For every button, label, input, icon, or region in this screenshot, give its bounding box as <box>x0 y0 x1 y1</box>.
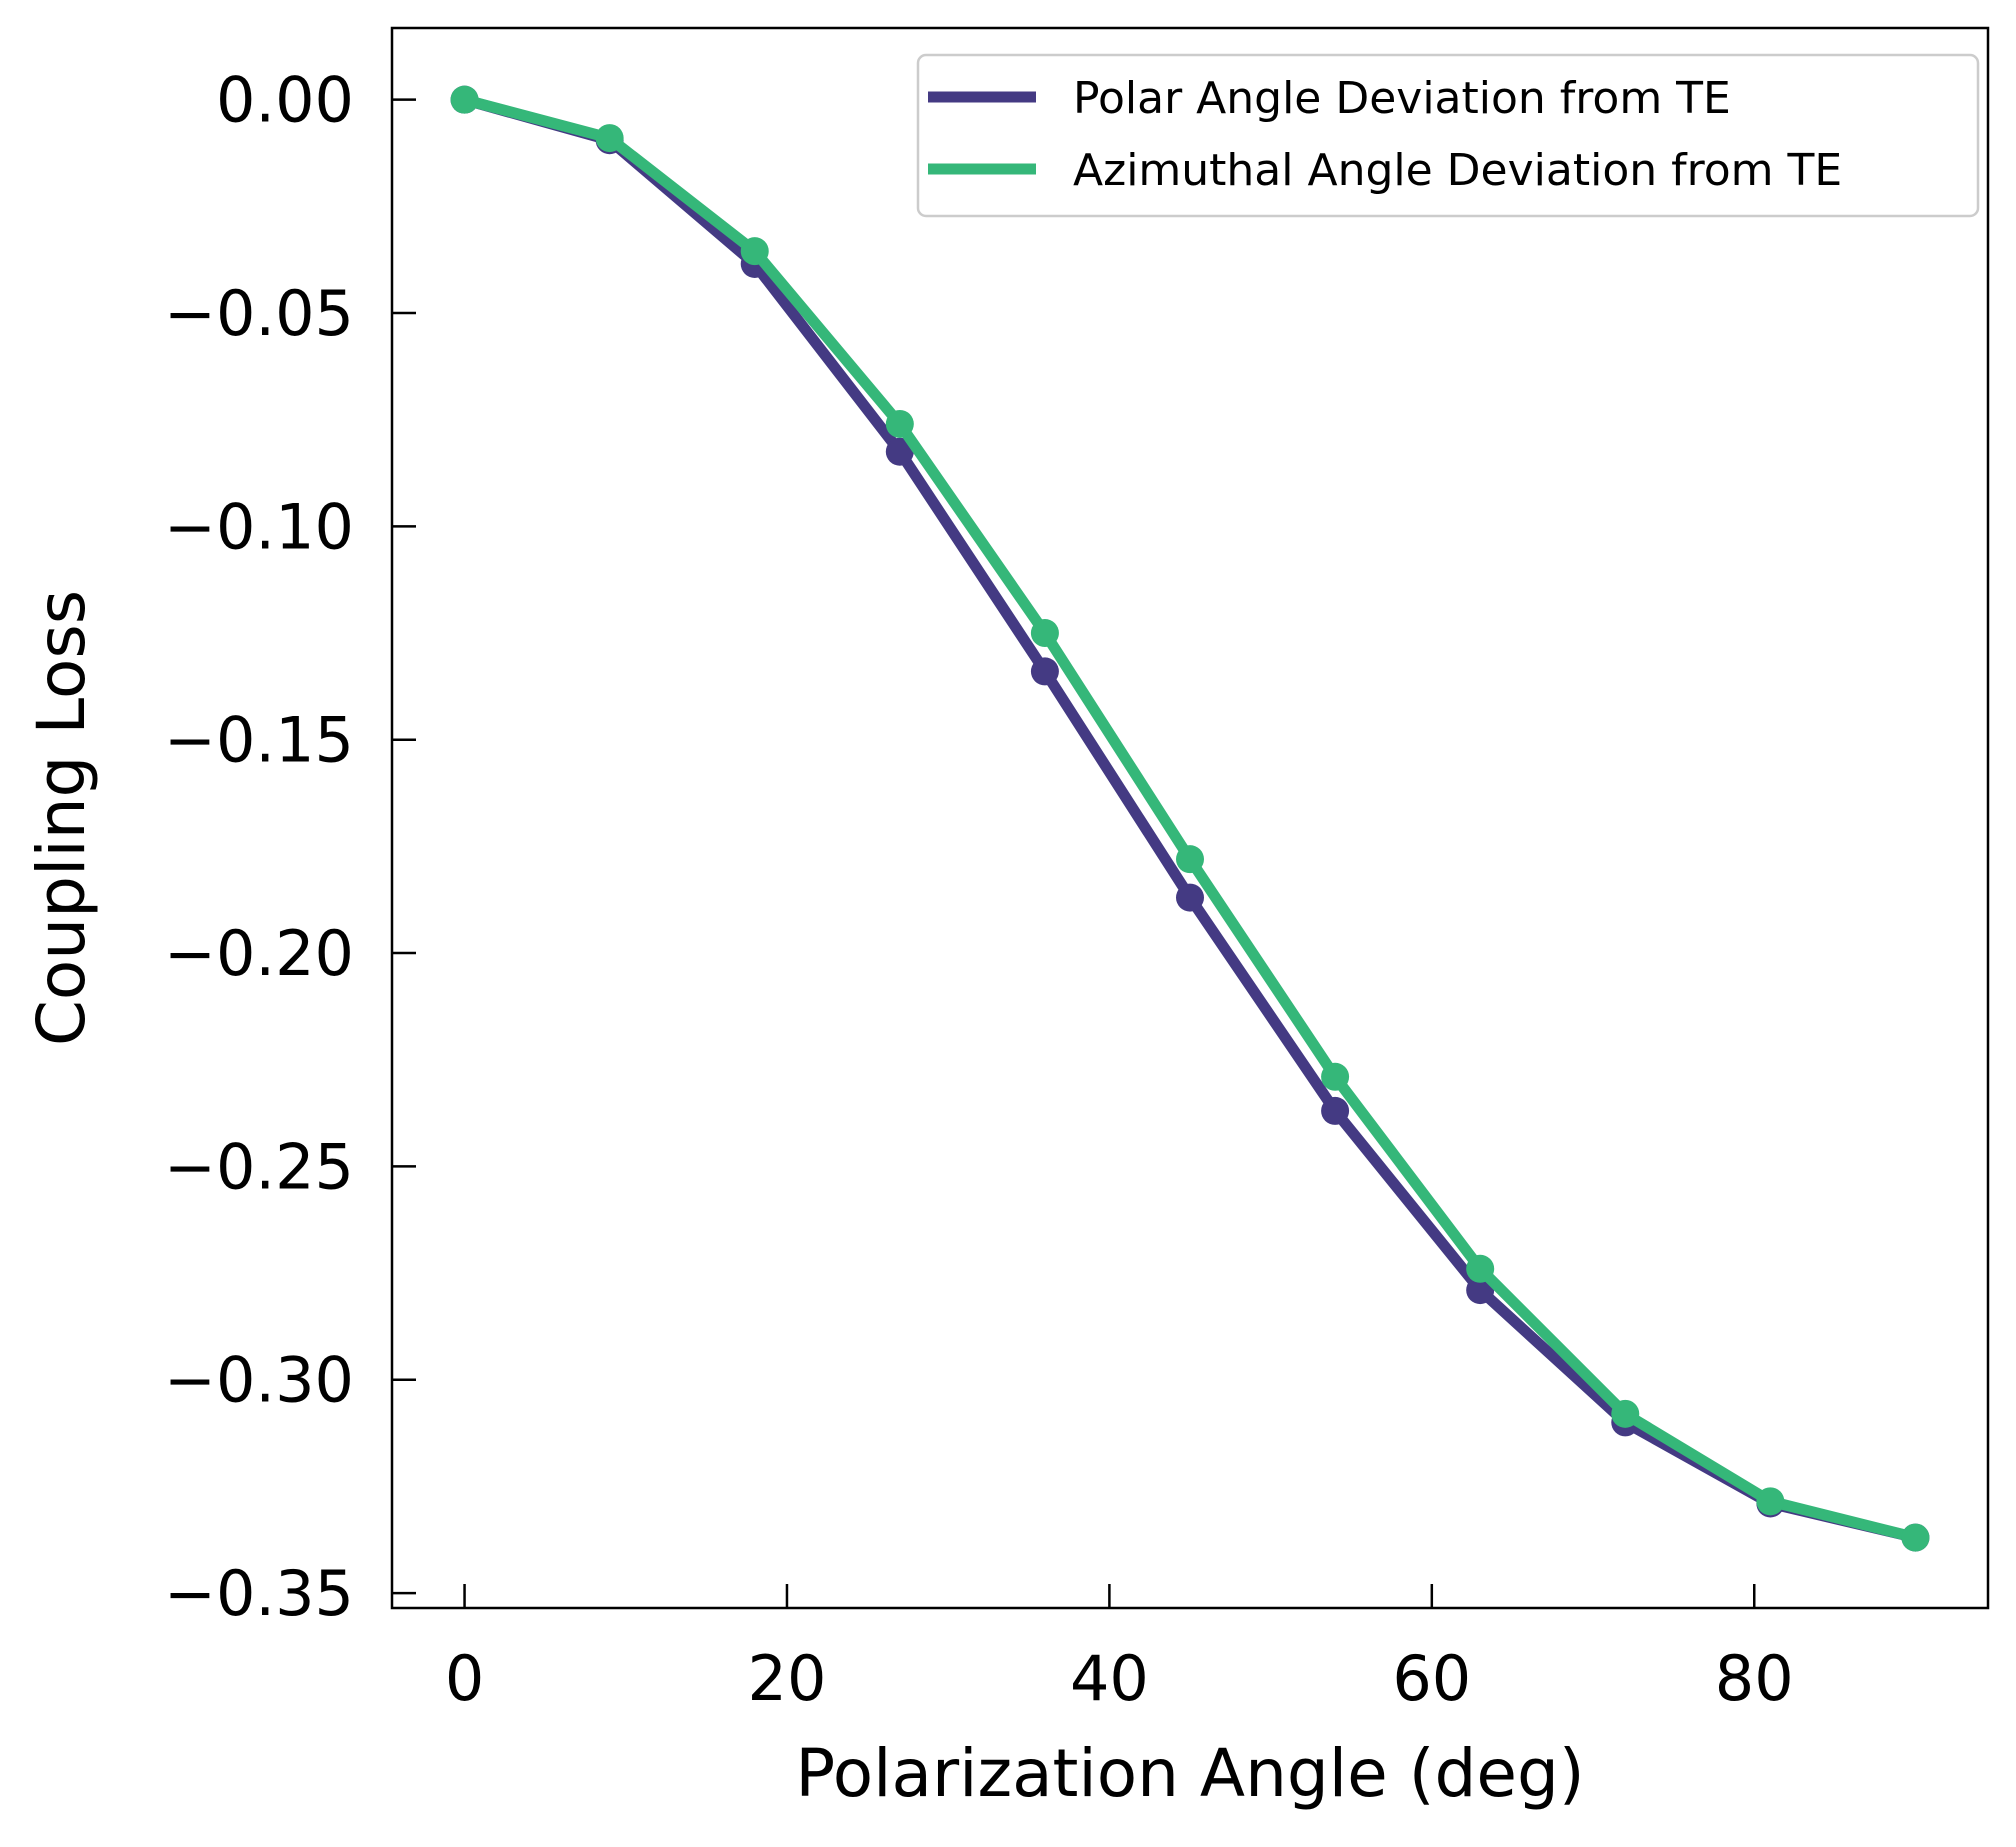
x-axis-title: Polarization Angle (deg) <box>795 1735 1584 1812</box>
series-2-point <box>740 237 769 266</box>
y-tick-label: −0.15 <box>164 704 354 777</box>
x-tick-label: 60 <box>1392 1642 1471 1715</box>
x-tick-label: 80 <box>1715 1642 1794 1715</box>
axis-ticks: 0 20 40 60 80 0.00 −0.05 −0.10 −0.15 −0.20 −0.25 −0… <box>164 64 1794 1715</box>
y-tick-label: −0.20 <box>164 917 354 990</box>
series-2-point <box>1466 1254 1495 1283</box>
y-tick-label: 0.00 <box>216 64 354 137</box>
series-1-point <box>1321 1096 1350 1125</box>
x-tick-label: 0 <box>445 1642 484 1715</box>
series-2-point <box>1176 845 1204 874</box>
legend-box <box>916 53 1980 218</box>
series-2-point <box>1030 619 1059 648</box>
x-tick-label: 20 <box>748 1642 827 1715</box>
legend-label: Polar Angle Deviation from TE <box>1073 73 1731 124</box>
y-tick-label: −0.05 <box>164 277 354 350</box>
series-1-point <box>1176 883 1204 912</box>
legend-label: Azimuthal Angle Deviation from TE <box>1073 145 1842 196</box>
series-1-point <box>1030 657 1059 686</box>
series-2-point <box>1321 1062 1350 1091</box>
legend: Polar Angle Deviation from TE Azimuthal A… <box>916 53 1980 218</box>
series-2-point <box>1756 1487 1785 1516</box>
series-2-point <box>1611 1399 1640 1428</box>
y-tick-label: −0.35 <box>164 1557 354 1630</box>
series-2-point <box>595 124 624 153</box>
series-2-point <box>1901 1523 1930 1552</box>
y-tick-label: −0.25 <box>164 1130 354 1203</box>
plot-frame <box>390 26 1990 1610</box>
series-layer <box>450 85 1930 1552</box>
x-tick-label: 40 <box>1070 1642 1149 1715</box>
y-tick-label: −0.10 <box>164 490 354 563</box>
y-axis-title: Coupling Loss <box>23 590 100 1046</box>
y-tick-label: −0.30 <box>164 1344 354 1417</box>
series-2-point <box>450 85 479 114</box>
series-1-point <box>885 437 914 466</box>
series-2-point <box>885 409 914 438</box>
